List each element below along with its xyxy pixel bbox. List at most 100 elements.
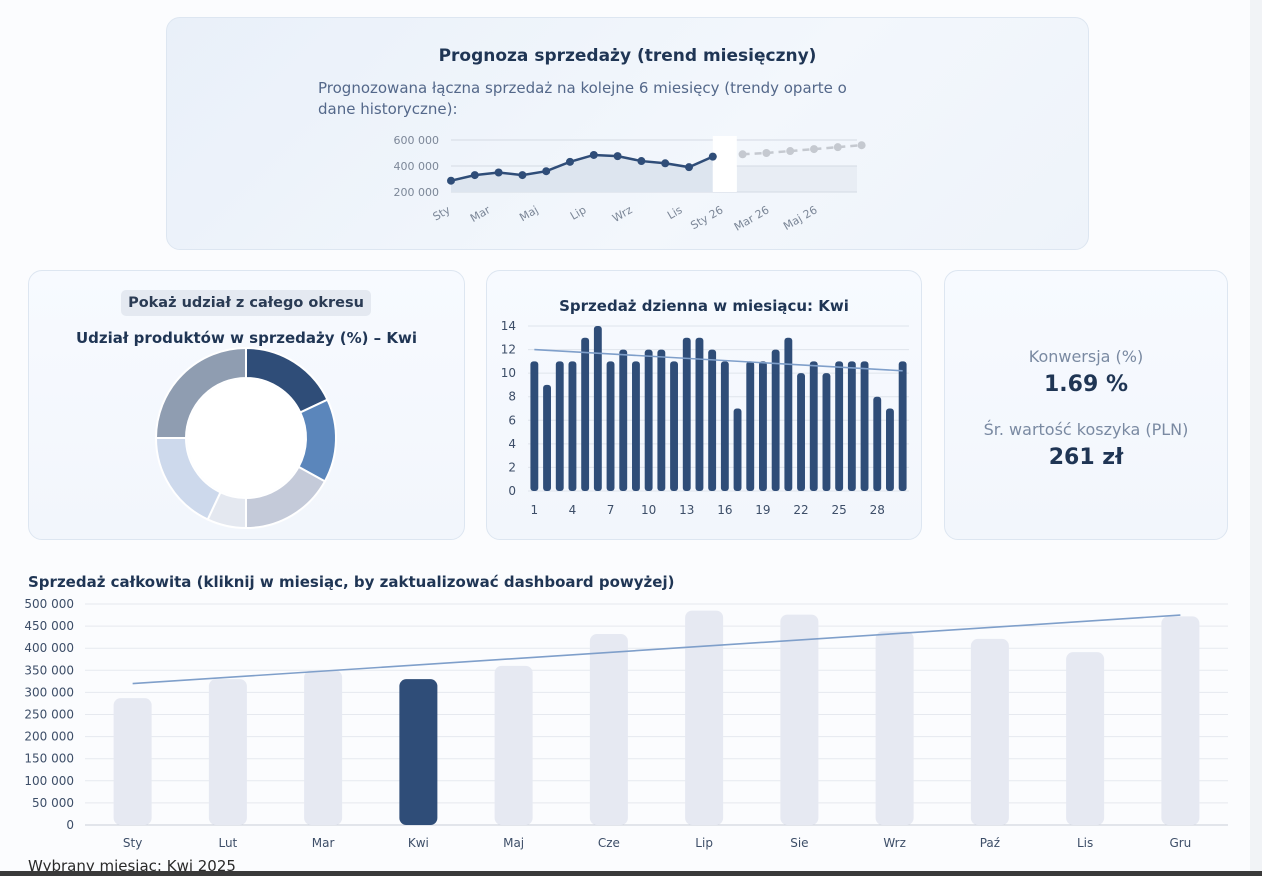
forecast-point <box>762 149 771 157</box>
daily-bar <box>847 361 856 491</box>
month-bar[interactable] <box>970 638 1009 825</box>
x-tick-label: Maj 26 <box>781 203 819 233</box>
x-tick-label: Lip <box>568 203 589 222</box>
total-trend-line <box>132 614 1181 685</box>
x-tick-label: Maj <box>517 203 540 224</box>
x-tick-label: Sty <box>431 203 453 223</box>
month-bar[interactable] <box>304 670 343 825</box>
daily-bar <box>873 396 882 491</box>
month-bar[interactable] <box>875 631 914 825</box>
historical-point <box>613 152 622 161</box>
donut-hole <box>187 379 305 497</box>
donut-slice <box>154 346 247 439</box>
kpi-card: Konwersja (%) 1.69 % Śr. wartość koszyka… <box>944 270 1228 540</box>
product-share-card: Pokaż udział z całego okresu Udział prod… <box>28 270 465 540</box>
daily-bar <box>797 373 805 491</box>
x-tick-label: Cze <box>598 836 620 850</box>
x-tick-label: Lip <box>695 836 713 850</box>
daily-bar <box>860 361 869 491</box>
x-tick-label: Sty <box>123 836 142 850</box>
x-tick-label: Sty 26 <box>688 203 725 232</box>
y-tick-label: 0 <box>508 484 516 498</box>
forecast-chart[interactable]: 600 000 400 000 200 000 Sty Mar Maj Lip Wrz Lis S… <box>167 18 1088 249</box>
y-tick-label: 300 000 <box>24 685 74 699</box>
x-tick-label: 16 <box>717 503 732 517</box>
daily-bar <box>720 361 729 491</box>
y-tick-label: 4 <box>508 437 516 451</box>
historical-point <box>637 157 646 166</box>
month-bar[interactable] <box>685 610 724 825</box>
y-tick-label: 200 000 <box>24 730 74 744</box>
x-tick-label: 10 <box>641 503 656 517</box>
y-tick-label: 14 <box>501 319 516 333</box>
daily-bar <box>759 361 767 491</box>
historical-point <box>661 159 670 168</box>
x-tick-label: 7 <box>607 503 615 517</box>
historical-point <box>518 171 527 180</box>
product-share-donut-chart[interactable] <box>29 271 464 539</box>
x-tick-label: Lut <box>218 836 237 850</box>
daily-bar <box>682 337 691 491</box>
daily-bar <box>670 361 678 491</box>
daily-sales-card: Sprzedaż dzienna w miesiącu: Kwi 0 2 4 6 8 10… <box>486 270 922 540</box>
y-tick-label: 6 <box>508 413 516 427</box>
x-tick-label: Sie <box>790 836 808 850</box>
historical-point <box>470 171 479 180</box>
forecast-point <box>833 143 842 152</box>
daily-bar <box>708 349 717 491</box>
daily-bar <box>695 337 704 491</box>
historical-point <box>447 176 455 185</box>
historical-point <box>708 152 717 161</box>
y-tick-label: 8 <box>508 390 516 404</box>
daily-bar <box>644 349 653 491</box>
x-tick-label: 25 <box>832 503 847 517</box>
historical-area <box>451 154 713 192</box>
total-sales-title: Sprzedaż całkowita (kliknij w miesiąc, b… <box>28 573 675 591</box>
daily-bar <box>886 408 894 491</box>
forecast-line <box>742 143 862 156</box>
daily-bar <box>746 361 755 491</box>
basket-value-label: Śr. wartość koszyka (PLN) <box>983 420 1189 439</box>
x-tick-label: Gru <box>1169 836 1191 850</box>
y-tick-label: 150 000 <box>24 752 74 766</box>
forecast-title: Prognoza sprzedaży (trend miesięczny) <box>438 46 817 66</box>
x-tick-label: Mar 26 <box>732 203 772 233</box>
y-tick-label: 600 000 <box>394 134 440 147</box>
forecast-card: Prognoza sprzedaży (trend miesięczny) Pr… <box>166 17 1089 250</box>
y-tick-label: 0 <box>66 818 74 832</box>
daily-bar <box>530 361 539 491</box>
x-tick-label: Lis <box>1077 836 1093 850</box>
x-tick-label: 22 <box>793 503 808 517</box>
x-tick-label: 13 <box>679 503 694 517</box>
daily-bar <box>568 361 577 491</box>
y-tick-label: 400 000 <box>24 641 74 655</box>
historical-point <box>589 150 598 159</box>
month-bar[interactable] <box>780 614 819 825</box>
month-bar[interactable] <box>399 679 438 825</box>
x-tick-label: 28 <box>870 503 885 517</box>
x-tick-label: Maj <box>503 836 524 850</box>
forecast-point <box>738 150 747 159</box>
x-tick-label: 19 <box>755 503 770 517</box>
month-bar[interactable] <box>1161 616 1200 825</box>
daily-bar <box>809 361 818 491</box>
month-bar[interactable] <box>208 679 247 825</box>
y-tick-label: 12 <box>501 343 516 357</box>
historical-point <box>685 163 693 172</box>
scrollbar-track[interactable] <box>1250 0 1262 876</box>
month-bar[interactable] <box>1066 652 1105 825</box>
x-tick-label: Mar <box>312 836 335 850</box>
y-tick-label: 450 000 <box>24 619 74 633</box>
month-bar[interactable] <box>589 634 628 825</box>
x-tick-label: 4 <box>569 503 577 517</box>
daily-trend-line <box>534 348 903 372</box>
show-full-period-share-button[interactable]: Pokaż udział z całego okresu <box>121 290 371 316</box>
month-bar[interactable] <box>494 665 533 825</box>
daily-sales-title: Sprzedaż dzienna w miesiącu: Kwi <box>559 297 849 315</box>
forecast-point <box>857 141 866 150</box>
historical-point <box>542 167 551 176</box>
month-bar[interactable] <box>113 698 152 825</box>
bottom-bar <box>0 871 1262 876</box>
total-sales-chart[interactable]: 500 000 450 000 400 000 350 000 300 000 250 0… <box>0 595 1262 865</box>
